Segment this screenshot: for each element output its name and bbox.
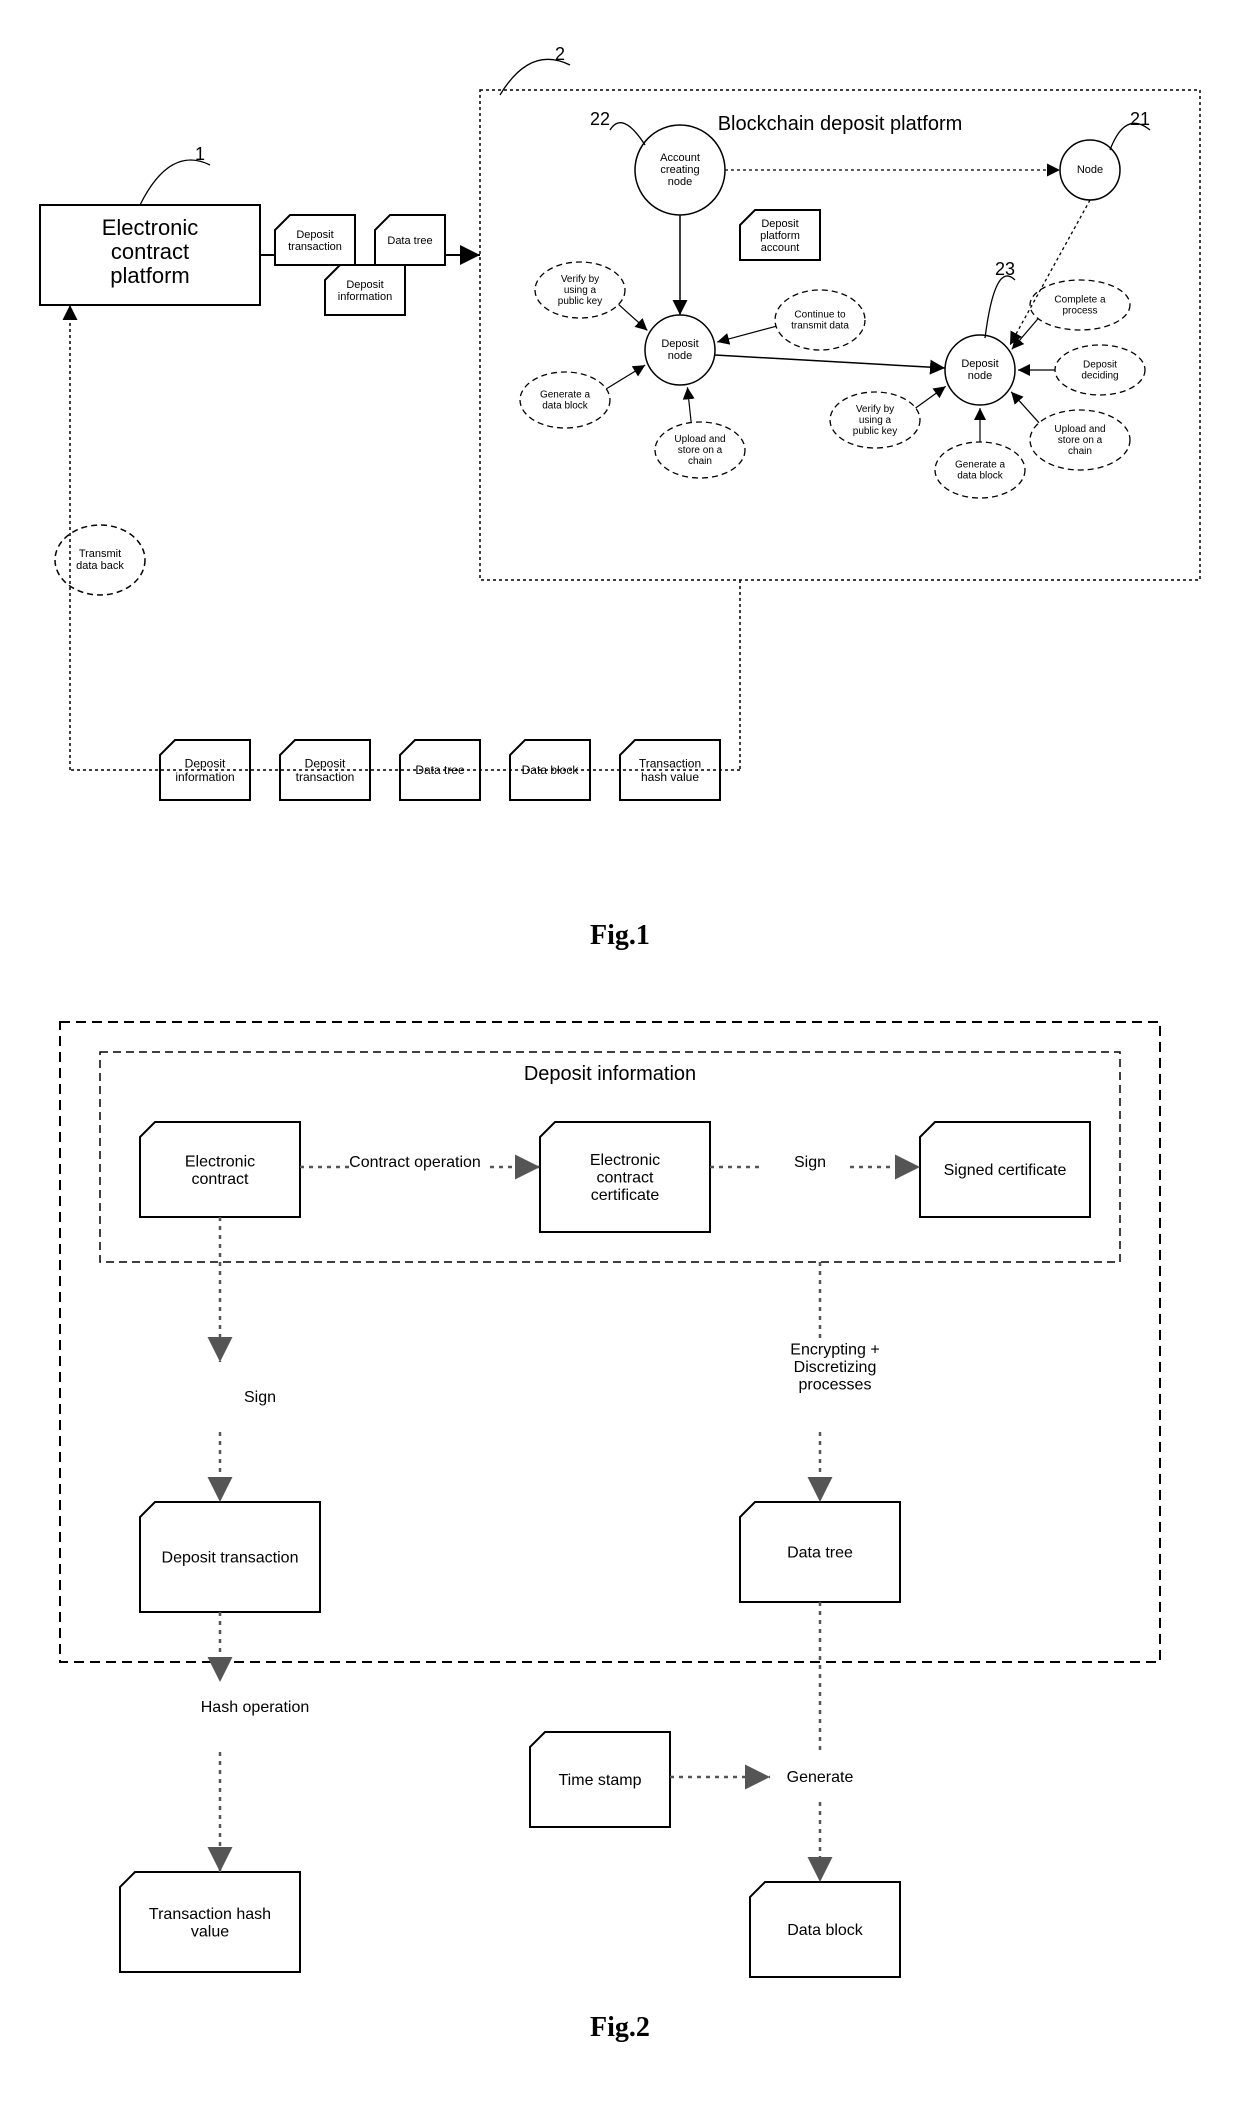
svg-text:Data tree: Data tree: [787, 1545, 853, 1562]
svg-text:Electroniccontractplatform: Electroniccontractplatform: [102, 215, 199, 288]
fig1-diagram: Electroniccontractplatform Blockchain dep…: [20, 20, 1220, 900]
svg-text:Depositplatformaccount: Depositplatformaccount: [760, 218, 800, 254]
fig2-caption: Fig.2: [20, 2012, 1220, 2044]
svg-text:Generate adata block: Generate adata block: [540, 390, 590, 412]
fig2-diagram: Deposit information Electroniccontract Ele…: [20, 992, 1220, 1992]
svg-text:Contract operation: Contract operation: [349, 1154, 481, 1171]
svg-text:22: 22: [590, 109, 610, 129]
svg-text:Sign: Sign: [794, 1154, 826, 1171]
fig1-caption: Fig.1: [20, 920, 1220, 952]
svg-text:Encrypting +Discretizingproces: Encrypting +Discretizingprocesses: [790, 1341, 879, 1393]
svg-text:Deposit transaction: Deposit transaction: [162, 1550, 299, 1567]
svg-text:Hash operation: Hash operation: [201, 1699, 310, 1716]
svg-text:Electroniccontractcertificate: Electroniccontractcertificate: [590, 1152, 660, 1204]
svg-text:Transmitdata back: Transmitdata back: [76, 548, 124, 572]
svg-text:Time stamp: Time stamp: [559, 1772, 642, 1789]
svg-text:Depositdeciding: Depositdeciding: [1081, 360, 1118, 382]
svg-text:Generate: Generate: [787, 1769, 854, 1786]
svg-text:Node: Node: [1077, 164, 1103, 176]
svg-text:Verify byusing apublic key: Verify byusing apublic key: [853, 404, 897, 437]
svg-text:Continue totransmit data: Continue totransmit data: [791, 310, 849, 332]
svg-text:Deposit information: Deposit information: [524, 1063, 696, 1085]
svg-text:Data tree: Data tree: [387, 235, 432, 247]
svg-text:Verify byusing apublic key: Verify byusing apublic key: [558, 274, 602, 307]
svg-text:Data block: Data block: [787, 1922, 864, 1939]
svg-text:Sign: Sign: [244, 1389, 276, 1406]
svg-text:Generate adata block: Generate adata block: [955, 460, 1005, 482]
svg-text:Signed certificate: Signed certificate: [944, 1162, 1067, 1179]
svg-text:21: 21: [1130, 109, 1150, 129]
svg-text:Blockchain deposit platform: Blockchain deposit platform: [718, 113, 963, 135]
svg-text:Electroniccontract: Electroniccontract: [185, 1153, 255, 1188]
